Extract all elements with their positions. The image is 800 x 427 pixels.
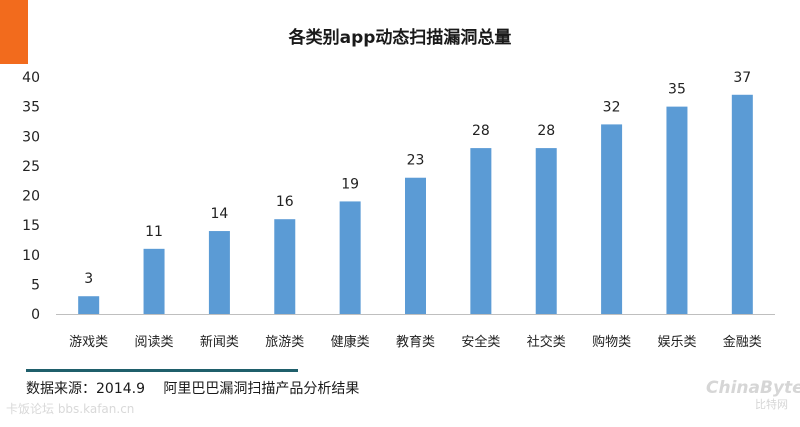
- data-label: 35: [668, 82, 686, 98]
- x-tick-label: 健康类: [331, 334, 370, 350]
- x-tick-label: 娱乐类: [657, 335, 696, 350]
- data-labels: 3 11 14 16 19 23 28 28 32 35 37: [84, 70, 751, 287]
- y-tick-label: 30: [22, 129, 40, 145]
- forum-watermark: 卡饭论坛 bbs.kafan.cn: [6, 402, 135, 416]
- bar: [339, 201, 361, 314]
- bars: [78, 94, 753, 315]
- y-axis-ticks: 0 5 10 15 20 25 30 35 40: [22, 70, 40, 323]
- data-label: 14: [210, 206, 228, 222]
- y-tick-label: 10: [22, 248, 40, 264]
- y-tick-label: 5: [31, 277, 40, 293]
- data-label: 23: [407, 153, 425, 169]
- x-tick-label: 教育类: [396, 334, 435, 350]
- bar: [601, 124, 623, 315]
- x-tick-label: 安全类: [461, 334, 500, 350]
- bar: [143, 248, 165, 314]
- bar: [405, 177, 426, 314]
- bar: [78, 296, 100, 314]
- x-tick-label: 旅游类: [265, 335, 304, 350]
- data-source-note: 数据来源：2014.9 阿里巴巴漏洞扫描产品分析结果: [26, 381, 360, 397]
- logo-wordmark: ChinaByte: [706, 378, 800, 398]
- y-tick-label: 25: [22, 159, 40, 175]
- data-label: 37: [733, 70, 751, 86]
- y-tick-label: 40: [22, 70, 40, 86]
- bar: [274, 219, 296, 314]
- bar: [208, 231, 230, 314]
- chart-title: 各类别app动态扫描漏洞总量: [288, 27, 512, 48]
- data-label: 3: [84, 271, 93, 287]
- data-label: 19: [341, 176, 359, 192]
- bar: [731, 94, 753, 315]
- x-tick-label: 社交类: [527, 334, 566, 350]
- x-tick-label: 阅读类: [135, 335, 174, 350]
- data-label: 28: [537, 123, 555, 139]
- y-tick-label: 20: [22, 189, 40, 205]
- y-tick-label: 0: [31, 307, 40, 323]
- logo-subtitle: 比特网: [755, 398, 788, 411]
- data-label: 11: [145, 224, 163, 240]
- data-label: 16: [276, 194, 294, 210]
- x-tick-label: 购物类: [592, 334, 631, 350]
- bar: [535, 148, 557, 314]
- bar: [666, 106, 688, 314]
- x-axis-ticks: 游戏类 阅读类 新闻类 旅游类 健康类 教育类 安全类 社交类 购物类 娱乐类 金融类: [69, 334, 762, 350]
- data-label: 28: [472, 123, 490, 139]
- x-tick-label: 游戏类: [69, 335, 108, 350]
- y-tick-label: 35: [22, 100, 40, 116]
- y-tick-label: 15: [22, 218, 40, 234]
- chinabyte-logo-watermark: ChinaByte 比特网: [706, 378, 800, 418]
- x-tick-label: 金融类: [723, 334, 762, 350]
- x-tick-label: 新闻类: [200, 334, 239, 350]
- data-label: 32: [603, 99, 621, 115]
- accent-bar: [0, 0, 28, 64]
- bar: [470, 148, 492, 314]
- source-divider: [26, 369, 298, 372]
